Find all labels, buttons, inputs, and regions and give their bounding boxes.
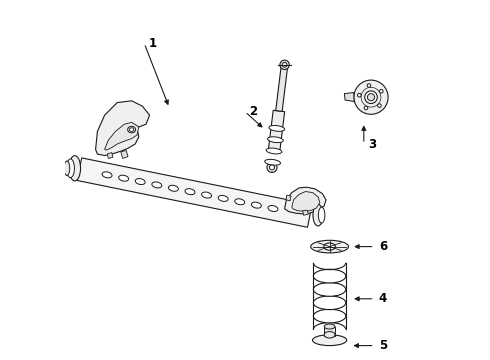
Ellipse shape [367,84,371,87]
Polygon shape [344,93,354,102]
Ellipse shape [314,283,346,296]
Text: 4: 4 [379,292,387,305]
Ellipse shape [268,137,283,143]
Polygon shape [292,192,320,211]
Ellipse shape [324,324,335,329]
Ellipse shape [314,309,346,323]
Ellipse shape [265,159,280,165]
Polygon shape [77,158,312,227]
Ellipse shape [364,106,368,110]
Ellipse shape [119,175,128,181]
Ellipse shape [368,94,374,101]
Ellipse shape [102,172,112,178]
Ellipse shape [314,296,346,310]
Polygon shape [285,187,326,214]
Polygon shape [303,210,308,215]
Ellipse shape [280,60,289,69]
Polygon shape [121,150,128,158]
Ellipse shape [268,206,278,212]
Ellipse shape [269,126,285,131]
Ellipse shape [69,156,80,181]
Text: 3: 3 [368,138,376,150]
Ellipse shape [152,182,162,188]
Ellipse shape [218,195,228,201]
Polygon shape [268,110,285,153]
Text: 1: 1 [148,37,157,50]
Ellipse shape [313,335,347,346]
Ellipse shape [270,165,274,170]
Polygon shape [324,327,335,336]
Ellipse shape [169,185,178,191]
Ellipse shape [64,161,70,175]
Ellipse shape [282,63,287,67]
Ellipse shape [267,162,277,172]
Ellipse shape [185,189,195,195]
Ellipse shape [365,91,377,104]
Ellipse shape [324,332,335,338]
Ellipse shape [324,243,335,250]
Ellipse shape [358,93,361,97]
Polygon shape [276,64,288,111]
Ellipse shape [251,202,261,208]
Text: 6: 6 [379,240,387,253]
Ellipse shape [314,269,346,283]
Text: 5: 5 [379,339,387,352]
Polygon shape [286,195,291,201]
Ellipse shape [354,80,388,114]
Text: 2: 2 [249,105,257,118]
Ellipse shape [127,126,136,133]
Polygon shape [96,101,149,156]
Ellipse shape [311,240,348,253]
Ellipse shape [313,204,323,226]
Ellipse shape [266,148,282,154]
Ellipse shape [129,128,134,131]
Ellipse shape [235,199,245,205]
Ellipse shape [378,104,381,107]
Ellipse shape [135,179,145,185]
Polygon shape [104,122,139,150]
Ellipse shape [201,192,212,198]
Ellipse shape [67,159,74,177]
Ellipse shape [318,207,325,223]
Polygon shape [107,153,113,158]
Ellipse shape [379,90,383,93]
